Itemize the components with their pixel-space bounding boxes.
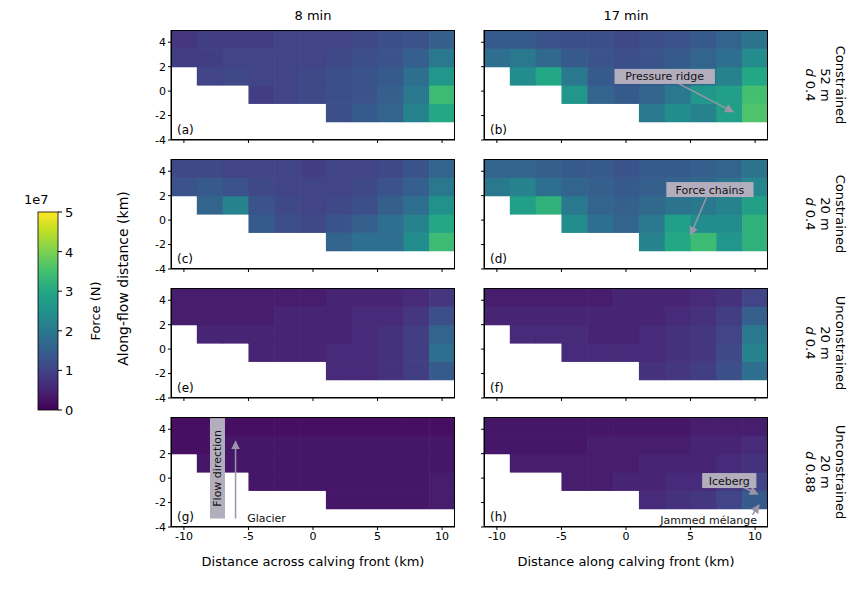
svg-text:8 min: 8 min	[295, 8, 332, 23]
svg-text:-4: -4	[155, 134, 166, 146]
svg-text:4: 4	[65, 245, 73, 260]
svg-text:0: 0	[65, 403, 73, 418]
svg-text:Jammed mélange: Jammed mélange	[659, 514, 757, 527]
svg-text:Constrained: Constrained	[833, 175, 848, 254]
svg-text:-2: -2	[155, 496, 166, 509]
svg-text:-4: -4	[155, 392, 166, 404]
svg-text:2: 2	[159, 319, 166, 332]
svg-text:(e): (e)	[177, 381, 194, 395]
svg-text:2: 2	[159, 61, 166, 74]
svg-text:-5: -5	[243, 530, 254, 543]
svg-text:0: 0	[623, 530, 630, 543]
svg-text:(f): (f)	[490, 381, 504, 395]
svg-text:Unconstrained: Unconstrained	[833, 296, 848, 390]
svg-text:(b): (b)	[490, 123, 507, 137]
svg-text:3: 3	[65, 284, 73, 299]
svg-text:(a): (a)	[177, 123, 194, 137]
svg-text:20 m: 20 m	[818, 197, 833, 230]
svg-text:4: 4	[159, 294, 166, 307]
svg-text:-2: -2	[155, 367, 166, 380]
svg-text:0: 0	[310, 530, 317, 543]
svg-text:-2: -2	[155, 109, 166, 122]
svg-text:Along-flow distance (km): Along-flow distance (km)	[115, 191, 131, 366]
svg-text:(g): (g)	[177, 510, 194, 524]
svg-text:Flow direction: Flow direction	[211, 430, 224, 507]
svg-text:Unconstrained: Unconstrained	[833, 425, 848, 519]
svg-text:0: 0	[159, 343, 166, 356]
svg-text:0: 0	[159, 472, 166, 485]
svg-text:5: 5	[687, 530, 694, 543]
svg-text:Constrained: Constrained	[833, 46, 848, 125]
svg-text:Force (N): Force (N)	[88, 281, 103, 340]
svg-text:-10: -10	[175, 530, 193, 543]
svg-text:-2: -2	[155, 238, 166, 251]
svg-text:Pressure ridge: Pressure ridge	[625, 70, 704, 83]
svg-text:Distance across calving front: Distance across calving front (km)	[202, 554, 425, 569]
svg-text:-5: -5	[556, 530, 567, 543]
svg-text:(c): (c)	[177, 252, 193, 266]
svg-text:Glacier: Glacier	[247, 512, 286, 525]
svg-text:4: 4	[159, 36, 166, 49]
svg-text:17 min: 17 min	[603, 8, 648, 23]
svg-text:2: 2	[159, 448, 166, 461]
svg-text:d 0.88: d 0.88	[803, 451, 818, 492]
svg-text:0: 0	[159, 214, 166, 227]
svg-text:Force chains: Force chains	[676, 184, 745, 197]
svg-text:20 m: 20 m	[818, 455, 833, 488]
svg-text:52 m: 52 m	[818, 68, 833, 101]
svg-text:2: 2	[65, 324, 73, 339]
svg-text:0: 0	[159, 85, 166, 98]
svg-text:(d): (d)	[490, 252, 507, 266]
svg-text:20 m: 20 m	[818, 326, 833, 359]
svg-text:10: 10	[748, 530, 762, 543]
svg-text:-10: -10	[488, 530, 506, 543]
svg-text:d 0.4: d 0.4	[803, 197, 818, 230]
svg-text:10: 10	[435, 530, 449, 543]
svg-text:5: 5	[65, 205, 73, 220]
svg-text:d 0.4: d 0.4	[803, 326, 818, 359]
svg-text:Distance along calving front (: Distance along calving front (km)	[517, 554, 734, 569]
svg-text:d 0.4: d 0.4	[803, 68, 818, 101]
svg-text:1: 1	[65, 363, 73, 378]
svg-text:2: 2	[159, 190, 166, 203]
svg-text:4: 4	[159, 423, 166, 436]
svg-text:-4: -4	[155, 521, 166, 534]
svg-text:(h): (h)	[490, 510, 507, 524]
svg-text:-4: -4	[155, 263, 166, 275]
svg-text:1e7: 1e7	[24, 192, 49, 207]
svg-text:5: 5	[374, 530, 381, 543]
svg-text:Iceberg: Iceberg	[709, 475, 750, 488]
svg-text:4: 4	[159, 165, 166, 178]
